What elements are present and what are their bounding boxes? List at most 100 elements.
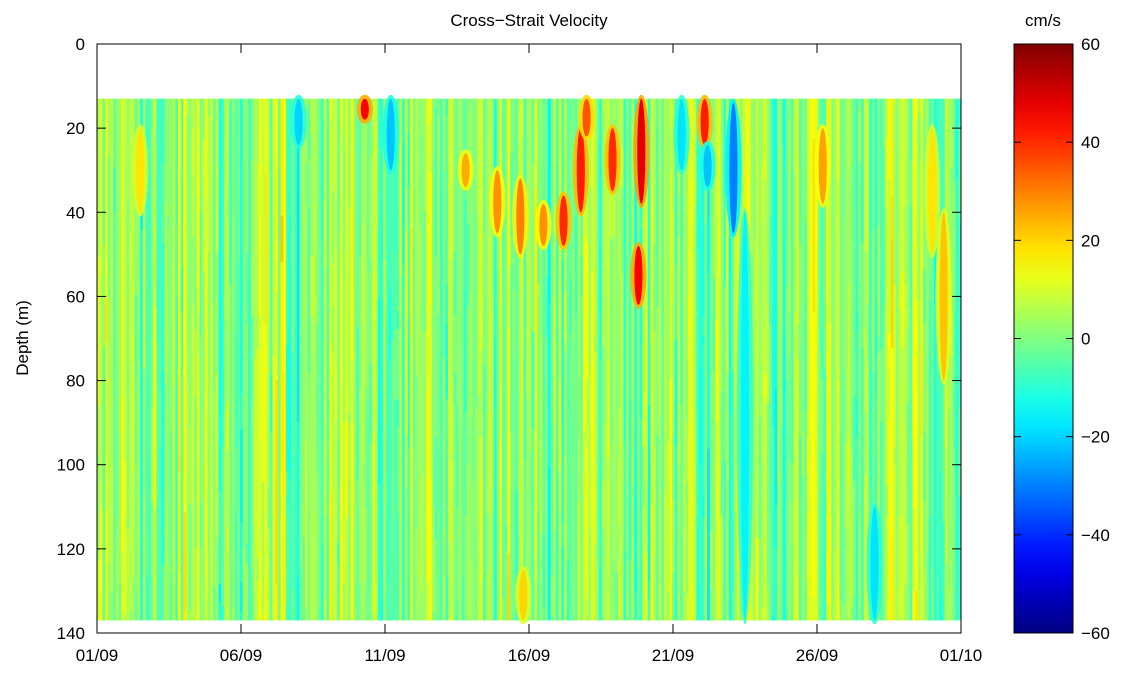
heatmap-streak — [115, 541, 120, 621]
heatmap-streak — [591, 190, 595, 273]
heatmap-streak — [529, 341, 533, 437]
heatmap-streak — [272, 158, 276, 357]
heatmap-streak — [350, 402, 355, 508]
heatmap-streak — [718, 471, 722, 621]
heatmap-streak — [672, 434, 676, 501]
heatmap-streak — [105, 342, 109, 512]
heatmap-streak — [766, 304, 770, 480]
heatmap-streak — [896, 107, 900, 232]
heatmap-streak — [415, 153, 419, 221]
heatmap-streak — [445, 115, 449, 286]
heatmap-streak — [526, 328, 530, 399]
heatmap-streak — [642, 342, 646, 447]
heatmap-streak — [113, 212, 117, 390]
heatmap-streak — [661, 422, 665, 480]
heatmap-streak — [115, 109, 120, 245]
heatmap-streak — [607, 480, 611, 537]
heatmap-streak — [842, 602, 846, 621]
heatmap-column — [874, 98, 878, 621]
heatmap-streak — [264, 576, 268, 621]
heatmap-streak — [523, 498, 527, 543]
heatmap-column — [647, 98, 652, 621]
heatmap-streak — [345, 517, 349, 621]
heatmap-streak — [907, 235, 911, 328]
heatmap-column — [421, 98, 425, 621]
heatmap-streak — [456, 600, 460, 621]
heatmap-streak — [323, 510, 328, 621]
heatmap-column — [178, 98, 182, 621]
heatmap-streak — [99, 509, 103, 621]
heatmap-streak — [650, 544, 654, 621]
heatmap-streak — [658, 587, 662, 621]
heatmap-streak — [958, 123, 961, 222]
heatmap-streak — [375, 427, 379, 582]
heatmap-streak — [426, 386, 430, 582]
heatmap-streak — [248, 280, 252, 474]
heatmap-streak — [647, 405, 652, 582]
heatmap-streak — [923, 569, 927, 621]
heatmap-streak — [542, 534, 546, 608]
heatmap-streak — [275, 292, 279, 375]
heatmap-column — [385, 98, 390, 621]
heatmap-streak — [920, 120, 924, 210]
heatmap-streak — [391, 340, 395, 519]
heatmap-streak — [310, 135, 314, 301]
heatmap-streak — [110, 591, 114, 621]
heatmap-streak — [124, 518, 128, 613]
heatmap-streak — [942, 558, 946, 621]
heatmap-streak — [842, 220, 846, 389]
heatmap-streak — [669, 129, 673, 172]
heatmap-streak — [510, 152, 514, 237]
heatmap-streak — [750, 608, 754, 621]
heatmap-streak — [550, 376, 554, 576]
heatmap-streak — [458, 350, 463, 560]
heatmap-streak — [475, 213, 479, 408]
heatmap-streak — [126, 103, 130, 200]
heatmap-streak — [469, 561, 473, 621]
heatmap-streak — [356, 326, 360, 481]
heatmap-streak — [804, 535, 808, 583]
heatmap-streak — [191, 235, 195, 304]
heatmap-column — [380, 98, 384, 621]
heatmap-streak — [898, 308, 903, 516]
heatmap-streak — [491, 513, 495, 621]
heatmap-streak — [358, 388, 363, 585]
heatmap-streak — [151, 584, 155, 621]
heatmap-streak — [772, 427, 776, 616]
heatmap-streak — [763, 180, 768, 374]
heatmap-streak — [558, 380, 562, 471]
heatmap-streak — [639, 229, 643, 419]
heatmap-streak — [693, 205, 697, 410]
x-tick-label: 16/09 — [508, 646, 551, 665]
heatmap-streak — [329, 494, 333, 621]
heatmap-streak — [169, 430, 174, 569]
heatmap-streak — [604, 296, 608, 418]
heatmap-streak — [394, 142, 398, 254]
heatmap-streak — [302, 537, 306, 621]
heatmap-streak — [853, 396, 857, 481]
heatmap-streak — [788, 118, 792, 313]
heatmap-column — [882, 98, 886, 621]
heatmap-streak — [388, 289, 392, 361]
heatmap-streak — [321, 545, 325, 621]
heatmap-streak — [453, 315, 457, 373]
heatmap-feature — [516, 178, 525, 255]
heatmap-streak — [296, 265, 301, 423]
heatmap-column — [664, 98, 668, 621]
heatmap-streak — [466, 306, 471, 430]
heatmap-streak — [836, 387, 841, 581]
heatmap-streak — [774, 545, 778, 621]
heatmap-streak — [186, 357, 190, 553]
heatmap-streak — [245, 253, 249, 324]
heatmap-streak — [226, 525, 230, 621]
heatmap-streak — [923, 431, 927, 502]
heatmap-streak — [110, 298, 114, 408]
heatmap-streak — [809, 145, 814, 264]
heatmap-streak — [564, 353, 568, 457]
heatmap-column — [350, 98, 355, 621]
heatmap-column — [269, 98, 274, 621]
heatmap-column — [869, 98, 873, 621]
heatmap-streak — [831, 288, 835, 476]
heatmap-streak — [345, 421, 349, 562]
heatmap-streak — [383, 137, 387, 260]
